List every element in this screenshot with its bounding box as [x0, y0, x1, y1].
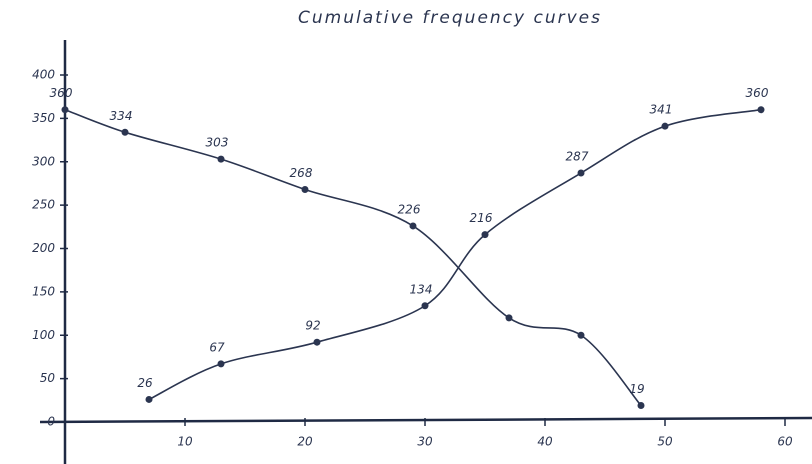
data-label: 67: [209, 340, 225, 354]
y-tick-label: 200: [32, 241, 55, 255]
point: [577, 169, 585, 177]
point: [409, 222, 417, 230]
curve: [148, 108, 762, 401]
data-label: 268: [290, 166, 313, 180]
y-tick-label: 350: [32, 111, 55, 125]
point: [145, 395, 153, 403]
data-label: 360: [746, 86, 769, 100]
point: [577, 331, 585, 339]
y-tick-label: 250: [32, 198, 55, 212]
data-label: 216: [470, 211, 493, 225]
point: [637, 402, 645, 410]
point: [61, 106, 69, 114]
x-tick-label: 10: [177, 435, 193, 449]
data-label: 134: [410, 282, 433, 296]
y-tick-label: 100: [32, 328, 55, 342]
data-label: 341: [650, 103, 673, 117]
x-tick-label: 60: [777, 435, 793, 449]
data-label: 26: [137, 376, 153, 390]
y-tick-label: 300: [32, 154, 55, 168]
data-label: 19: [629, 382, 644, 396]
chart-title: Cumulative frequency curves: [298, 8, 602, 28]
data-label: 334: [110, 109, 133, 123]
point: [217, 155, 225, 163]
point: [217, 360, 225, 368]
x-tick-label: 30: [417, 435, 433, 449]
y-tick-label: 0: [47, 415, 55, 429]
point: [313, 338, 321, 346]
x-tick-label: 50: [657, 435, 673, 449]
point: [421, 302, 429, 310]
point: [757, 106, 765, 114]
point: [121, 128, 129, 136]
point: [301, 186, 309, 194]
data-label: 92: [305, 319, 320, 333]
data-label: 303: [206, 136, 229, 150]
x-axis: [39, 416, 812, 424]
x-tick-label: 20: [297, 435, 313, 449]
point: [481, 231, 489, 239]
data-label: 226: [398, 202, 421, 216]
y-tick-label: 50: [40, 371, 56, 385]
curve: [64, 108, 642, 407]
point: [505, 314, 513, 322]
data-label: 287: [566, 150, 589, 164]
point: [661, 122, 669, 130]
y-tick-label: 400: [32, 68, 55, 82]
x-tick-label: 40: [537, 435, 553, 449]
y-tick-label: 150: [32, 284, 55, 298]
data-label: 360: [50, 86, 73, 100]
